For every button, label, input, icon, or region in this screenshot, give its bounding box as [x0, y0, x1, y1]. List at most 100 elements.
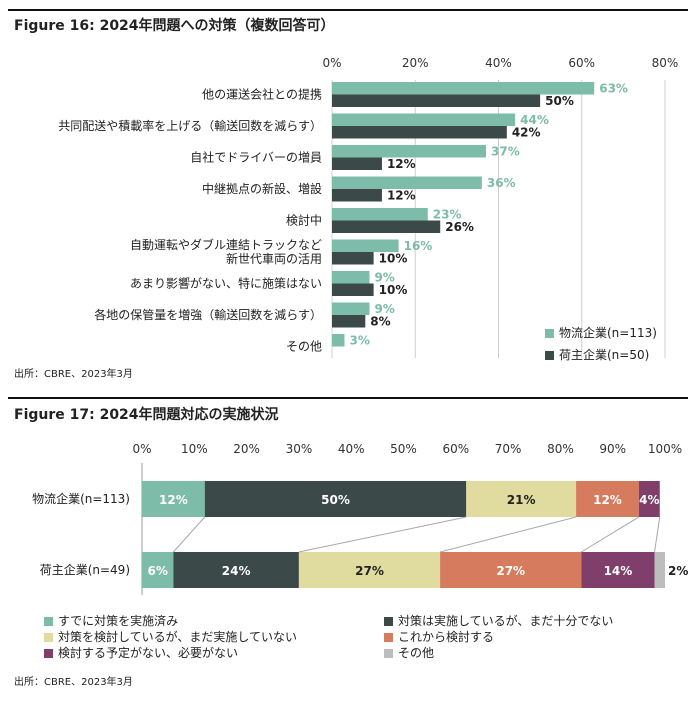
x-tick-label: 20% — [402, 56, 429, 70]
bar — [332, 315, 366, 328]
stacked-bar-segment — [576, 481, 639, 517]
legend-label-logistics: 物流企業(n=113) — [559, 326, 657, 340]
legend-swatch-considering — [44, 633, 53, 642]
bar — [332, 239, 399, 252]
figure-17-title: Figure 17: 2024年問題対応の実施状況 — [14, 407, 279, 423]
stacked-bar-segment — [466, 481, 577, 517]
data-label: 2% — [668, 564, 688, 578]
legend-item-considering: 対策を検討しているが、まだ実施していない — [44, 629, 384, 645]
data-label: 27% — [496, 564, 525, 578]
category-label: 新世代車両の活用 — [226, 251, 322, 266]
data-label: 8% — [370, 315, 390, 329]
x-tick-label: 100% — [648, 442, 682, 456]
data-label: 50% — [545, 94, 574, 108]
legend-label-no-plan: 検討する予定がない、必要がない — [58, 646, 239, 660]
bar — [332, 208, 428, 221]
data-label: 37% — [491, 145, 520, 159]
legend-label-other: その他 — [398, 646, 435, 660]
connector-line — [173, 516, 206, 553]
data-label: 10% — [379, 252, 408, 266]
legend-swatch-no-plan — [44, 649, 53, 658]
legend-item-no-plan: 検討する予定がない、必要がない — [44, 645, 384, 661]
bar — [332, 176, 482, 189]
data-label: 16% — [404, 239, 433, 253]
x-tick-label: 60% — [442, 442, 469, 456]
legend-item-logistics: 物流企業(n=113) — [545, 324, 657, 341]
bar — [332, 271, 370, 284]
x-tick-label: 0% — [322, 56, 341, 70]
data-label: 10% — [379, 283, 408, 297]
bar — [332, 94, 541, 107]
category-label: 検討中 — [286, 213, 322, 228]
bar — [332, 252, 374, 265]
x-tick-label: 30% — [286, 442, 313, 456]
data-label: 12% — [387, 189, 416, 203]
stacked-bar-segment — [654, 552, 665, 588]
x-tick-label: 60% — [568, 56, 595, 70]
data-label: 42% — [512, 126, 541, 140]
category-label: 自社でドライバーの増員 — [190, 150, 322, 165]
figure-16-legend: 物流企業(n=113) 荷主企業(n=50) — [545, 324, 657, 363]
legend-swatch-logistics — [545, 329, 554, 338]
bar — [332, 302, 370, 315]
legend-item-implemented: すでに対策を実施済み — [44, 613, 384, 629]
category-label: 物流企業(n=113) — [32, 491, 130, 506]
legend-item-insufficient: 対策は実施しているが、まだ十分でない — [384, 613, 613, 629]
data-label: 9% — [374, 271, 394, 285]
data-label: 12% — [593, 493, 622, 507]
data-label: 27% — [355, 564, 384, 578]
x-tick-label: 90% — [599, 442, 626, 456]
connector-line — [298, 516, 467, 553]
legend-swatch-other — [384, 649, 393, 658]
bar — [332, 113, 516, 126]
connector-line — [439, 516, 577, 553]
data-label: 50% — [321, 493, 350, 507]
data-label: 21% — [507, 493, 536, 507]
stacked-bar-segment — [440, 552, 582, 588]
data-label: 26% — [445, 220, 474, 234]
bar — [332, 220, 441, 233]
legend-label-insufficient: 対策は実施しているが、まだ十分でない — [398, 614, 614, 628]
legend-item-will-consider: これから検討する — [384, 629, 494, 645]
category-label: 荷主企業(n=49) — [40, 562, 130, 577]
x-tick-label: 10% — [181, 442, 208, 456]
legend-swatch-will-consider — [384, 633, 393, 642]
data-label: 63% — [599, 82, 628, 96]
legend-label-shipper: 荷主企業(n=50) — [559, 348, 650, 362]
stacked-bar-segment — [581, 552, 655, 588]
data-label: 4% — [639, 493, 659, 507]
data-label: 36% — [487, 176, 516, 190]
x-tick-label: 0% — [132, 442, 151, 456]
x-tick-label: 40% — [338, 442, 365, 456]
figure-17-legend: すでに対策を実施済み 対策は実施しているが、まだ十分でない 対策を検討しているが… — [44, 613, 684, 661]
bar — [332, 157, 382, 170]
stacked-bar-segment — [142, 481, 205, 517]
bar — [332, 334, 345, 347]
category-label: 各地の保管量を増強（輸送回数を減らす） — [94, 307, 322, 322]
data-label: 6% — [148, 564, 168, 578]
bar — [332, 145, 487, 158]
x-tick-label: 80% — [652, 56, 679, 70]
stacked-bar-segment — [142, 552, 174, 588]
category-label: あまり影響がない、特に施策はない — [130, 276, 322, 291]
legend-swatch-shipper — [545, 351, 554, 360]
legend-label-considering: 対策を検討しているが、まだ実施していない — [58, 630, 298, 644]
data-label: 3% — [349, 334, 369, 348]
x-tick-label: 80% — [547, 442, 574, 456]
data-label: 44% — [520, 113, 549, 127]
figure-16-source: 出所：CBRE、2023年3月 — [14, 369, 133, 380]
middle-rule — [8, 397, 688, 399]
category-label: 共同配送や積載率を上げる（輸送回数を減らす） — [58, 118, 322, 133]
legend-label-will-consider: これから検討する — [398, 630, 495, 644]
bar — [332, 283, 374, 296]
figure-16-title: Figure 16: 2024年問題への対策（複数回答可） — [14, 18, 335, 34]
x-tick-label: 50% — [390, 442, 417, 456]
bar — [332, 189, 382, 202]
top-rule — [8, 9, 688, 11]
category-label: 自動運転やダブル連結トラックなど — [130, 237, 322, 252]
legend-item-shipper: 荷主企業(n=50) — [545, 346, 657, 363]
category-label: 他の運送会社との提携 — [202, 87, 322, 102]
data-label: 12% — [387, 157, 416, 171]
x-tick-label: 40% — [485, 56, 512, 70]
connector-line — [654, 516, 661, 553]
